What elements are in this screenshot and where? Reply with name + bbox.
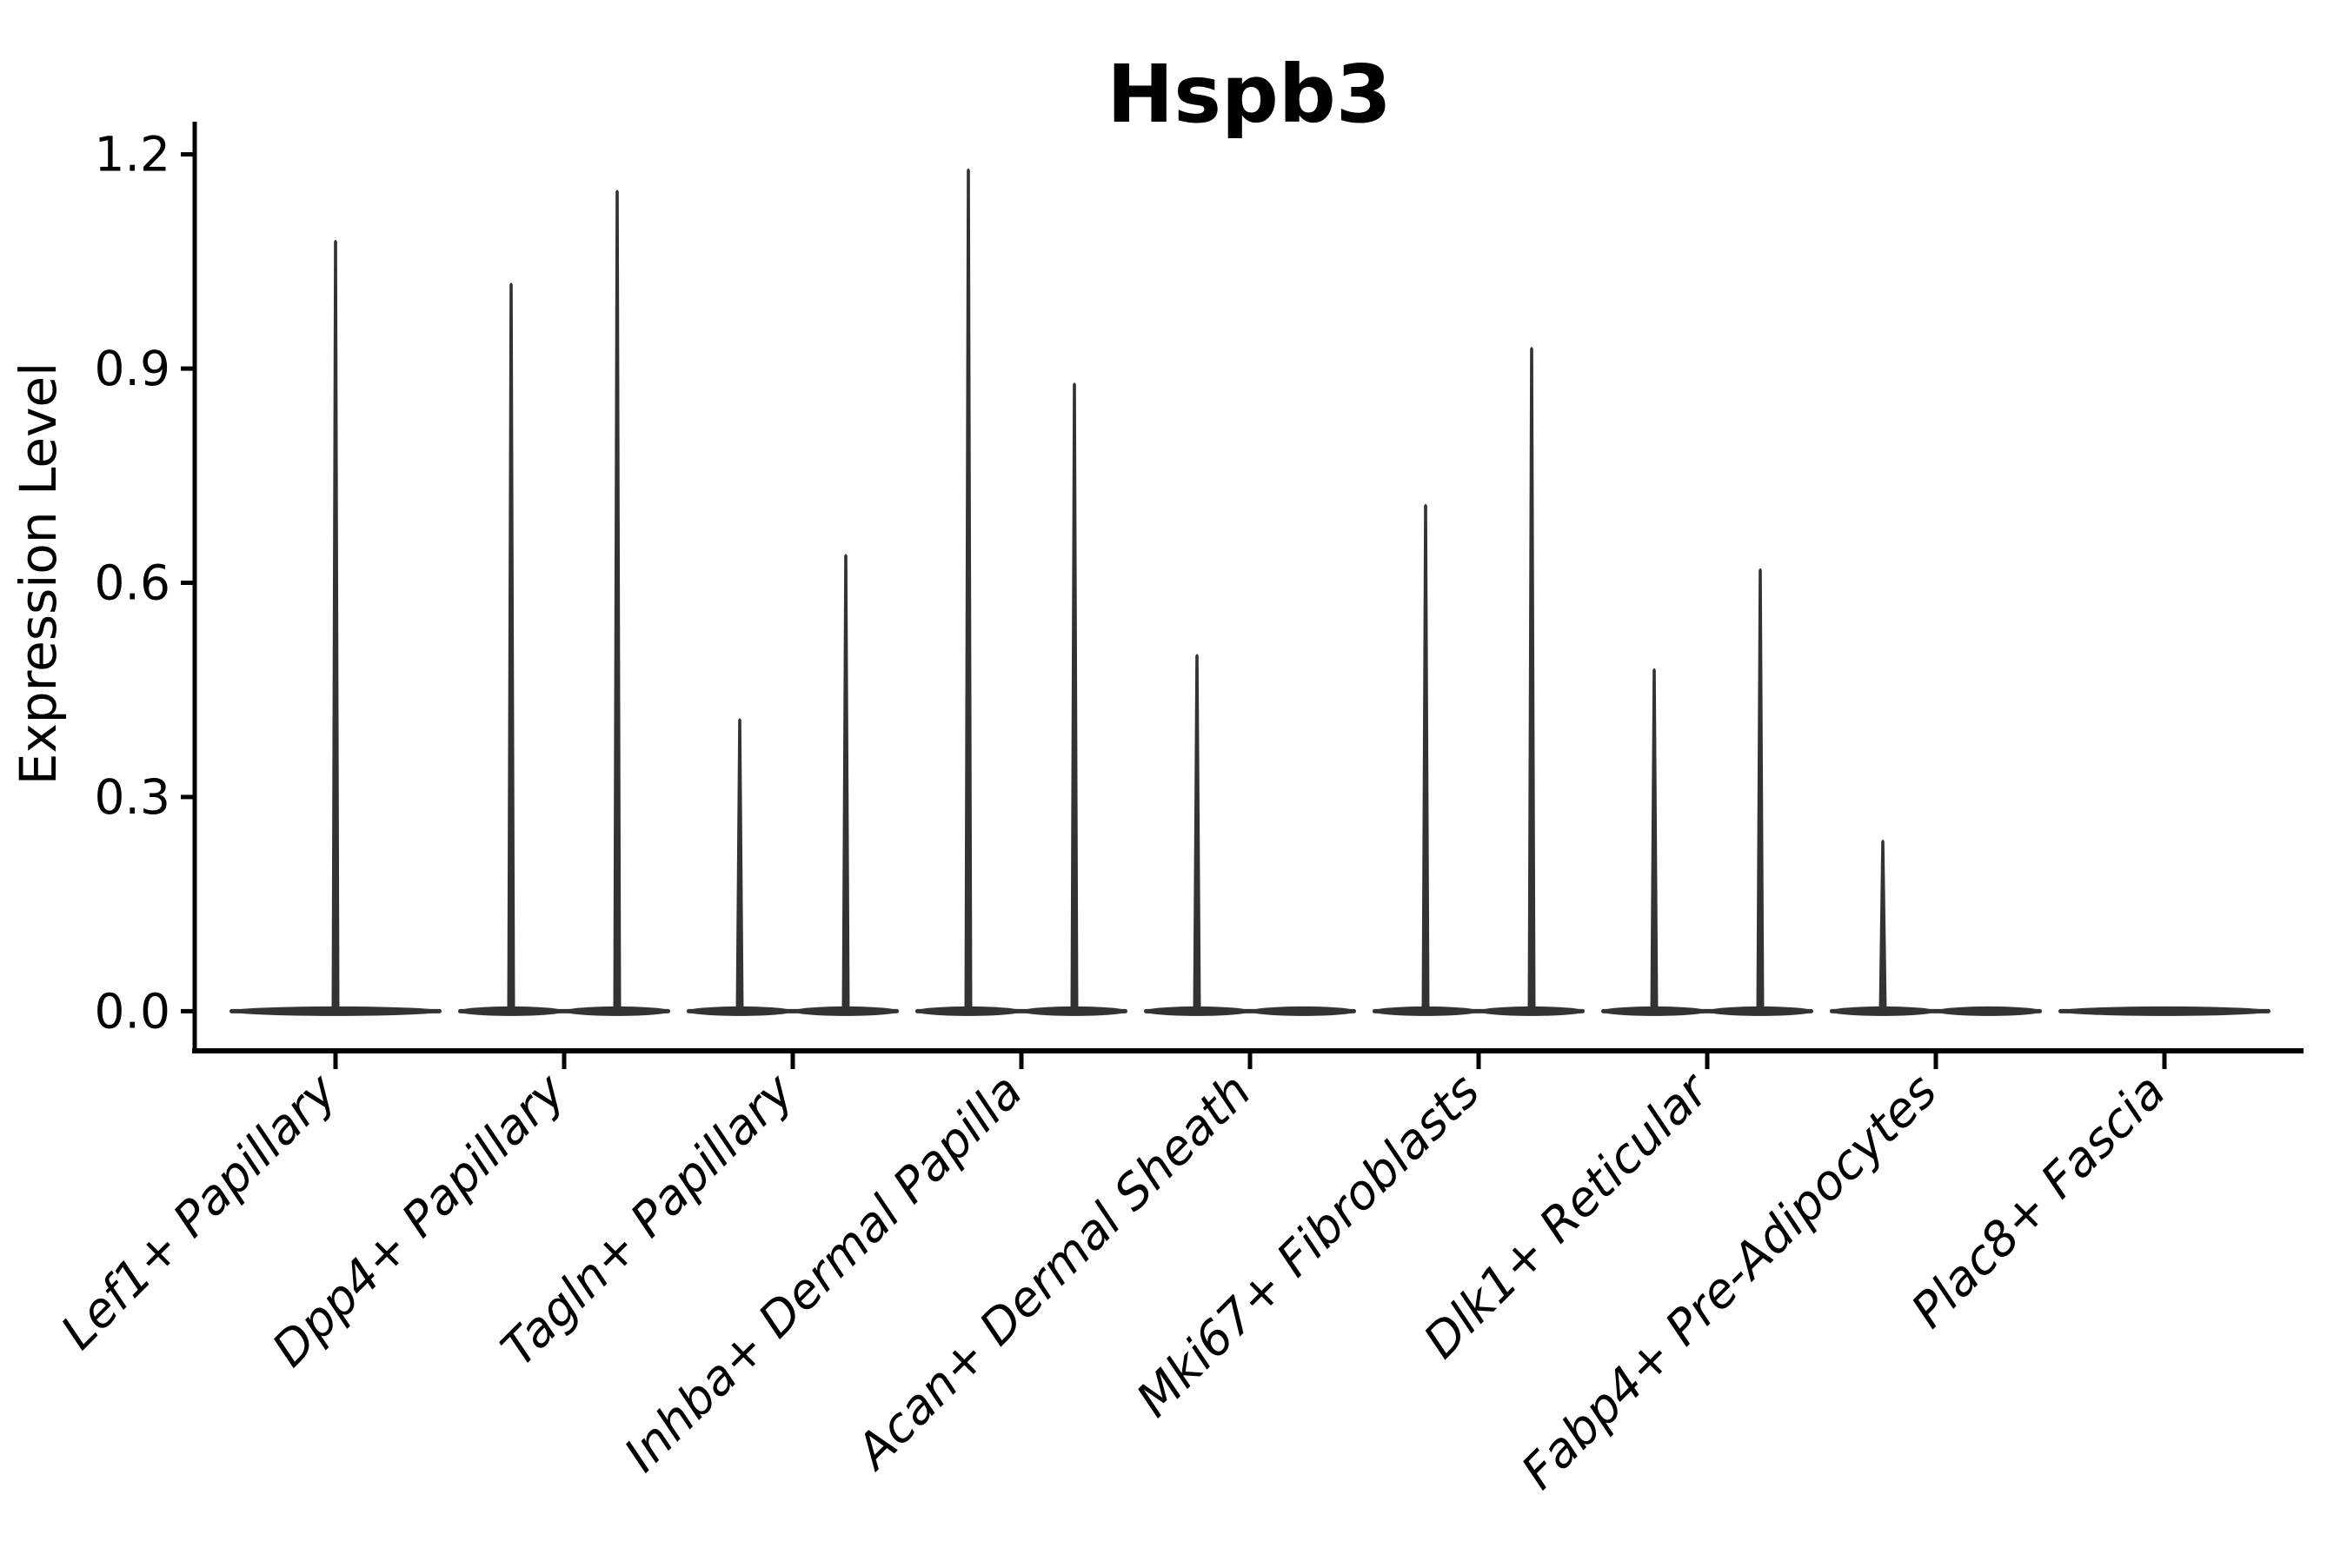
violin-group <box>458 189 670 1016</box>
x-tick-label: Fabp4+ Pre-Adipocytes <box>1511 1063 1947 1499</box>
violin-group <box>1373 347 1585 1016</box>
violin-spike <box>1193 654 1201 1012</box>
violin-group <box>2058 1006 2271 1016</box>
violin-spike <box>1756 568 1765 1012</box>
violin-spike <box>331 239 340 1012</box>
violin-body-lens <box>1250 1006 1356 1016</box>
chart-title: Hspb3 <box>1107 48 1391 141</box>
x-tick-label: Acan+ Dermal Sheath <box>844 1063 1262 1481</box>
violin-spike <box>507 282 515 1012</box>
violin-spike <box>1421 503 1430 1012</box>
y-tick-label: 0.3 <box>95 769 170 825</box>
violin-body-lens <box>1936 1006 2042 1016</box>
violin-group <box>229 239 442 1016</box>
violin-spike <box>1650 668 1659 1012</box>
violin-spike <box>1070 382 1079 1012</box>
violin-group <box>1830 839 2042 1016</box>
violin-group <box>687 554 899 1016</box>
violin-spike <box>613 189 622 1012</box>
violin-group <box>1601 568 1813 1016</box>
violin-layer <box>229 168 2271 1016</box>
violin-group <box>1144 654 1356 1016</box>
violin-group <box>915 168 1127 1016</box>
y-tick-label: 0.0 <box>95 983 170 1039</box>
y-axis-label: Expression Level <box>9 362 68 785</box>
violin-spike <box>841 554 850 1012</box>
x-tick-label: Inhba+ Dermal Papilla <box>614 1063 1033 1482</box>
y-tick-label: 0.9 <box>95 341 170 396</box>
violin-spike <box>735 718 744 1012</box>
violin-body-lens <box>2058 1006 2271 1016</box>
y-tick-label: 1.2 <box>95 127 170 183</box>
violin-spike <box>1527 347 1536 1012</box>
violin-spike <box>1878 839 1887 1012</box>
y-tick-label: 0.6 <box>95 555 170 611</box>
violin-spike <box>964 168 973 1012</box>
